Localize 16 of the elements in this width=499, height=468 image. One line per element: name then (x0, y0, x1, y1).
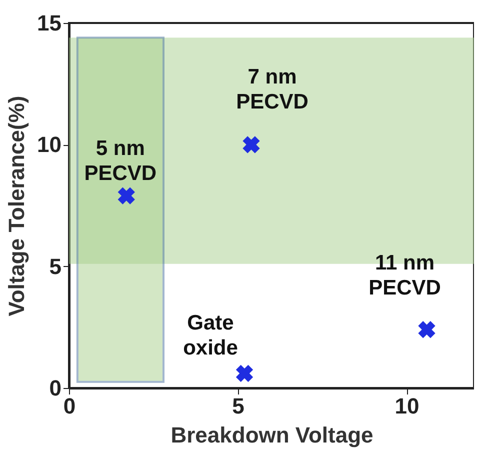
point (118, 187, 135, 204)
x-tick-label: 10 (394, 394, 420, 418)
point (418, 321, 436, 338)
y-tick-label: 0 (49, 376, 62, 400)
x-tick-label: 5 (232, 394, 244, 418)
y-axis-title: Voltage Tolerance(%) (4, 96, 30, 316)
annotation: 11 nm PECVD (368, 252, 441, 300)
y-tick-label: 10 (37, 132, 62, 158)
annotation: Gate oxide (183, 311, 238, 360)
y-tick-label: 15 (37, 10, 62, 36)
point (242, 136, 260, 154)
point (236, 364, 254, 382)
x-axis-title: Breakdown Voltage (170, 422, 374, 448)
annotation: 7 nm PECVD (236, 66, 308, 114)
annotation: 5 nm PECVD (84, 136, 157, 185)
y-tick-label: 5 (49, 254, 62, 279)
